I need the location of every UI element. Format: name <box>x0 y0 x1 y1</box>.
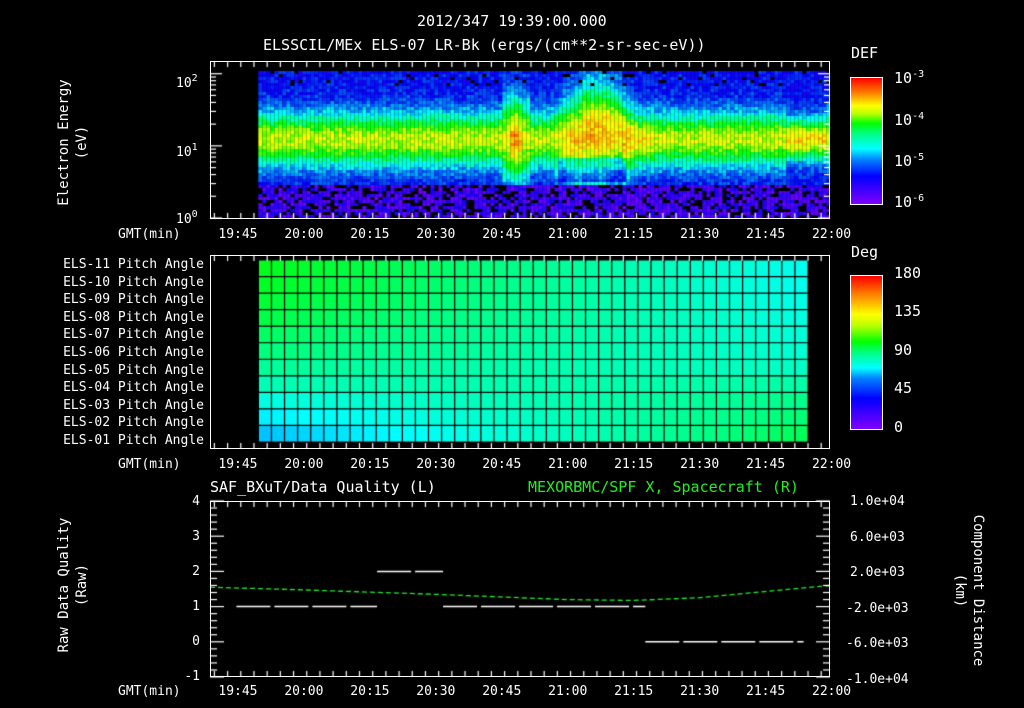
pitch-angle-row-label: ELS-04 Pitch Angle <box>63 380 204 396</box>
time-tick-label: 20:00 <box>284 457 324 472</box>
ytick-1e0: 100 <box>176 209 198 227</box>
time-tick-label: 21:30 <box>680 684 720 699</box>
cbar2-tick-180: 180 <box>894 264 922 282</box>
time-tick-label: 22:00 <box>812 227 852 242</box>
ylabel-left-line1: Raw Data Quality <box>56 517 72 653</box>
cbar2-tick-135: 135 <box>894 302 922 320</box>
deg-colorbar <box>850 275 883 430</box>
panel3-right-title: MEXORBMC/SPF X, Spacecraft (R) <box>528 478 799 496</box>
time-tick-label: 21:15 <box>614 227 654 242</box>
ytick-1e1: 101 <box>176 142 198 160</box>
colorbar2-title: Deg <box>851 243 879 261</box>
ylabel-left-line2: (Raw) <box>73 563 90 607</box>
right-ytick-label: 2.0e+03 <box>850 565 905 580</box>
time-tick-label: 20:45 <box>482 684 522 699</box>
cbar1-tick-2: 10-5 <box>894 152 925 170</box>
left-ytick-label: 1 <box>192 599 200 614</box>
time-tick-label: 20:15 <box>350 684 390 699</box>
time-tick-label: 19:45 <box>218 457 258 472</box>
cbar1-tick-3: 10-6 <box>894 193 925 211</box>
time-tick-label: 19:45 <box>218 227 258 242</box>
time-tick-label: 20:45 <box>482 227 522 242</box>
time-tick-label: 21:30 <box>680 457 720 472</box>
pitch-angle-row-label: ELS-05 Pitch Angle <box>63 362 204 378</box>
cbar1-tick-0: 10-3 <box>894 69 925 87</box>
time-tick-label: 20:30 <box>416 684 456 699</box>
cbar2-tick-0: 0 <box>894 418 904 436</box>
right-ytick-label: -6.0e+03 <box>846 636 909 651</box>
left-ytick-label: 3 <box>192 529 200 544</box>
left-ytick-label: 4 <box>192 494 200 509</box>
right-ytick-label: -1.0e+04 <box>846 671 909 687</box>
pitch-angle-row-label: ELS-06 Pitch Angle <box>63 345 204 360</box>
time-tick-label: 19:45 <box>218 684 258 699</box>
panel3-ticks <box>200 494 840 684</box>
pitch-angle-row-label: ELS-10 Pitch Angle <box>63 274 204 290</box>
ytick-1e2: 102 <box>176 73 198 91</box>
right-ytick-label: -2.0e+03 <box>846 600 909 616</box>
time-tick-label: 20:30 <box>416 457 456 472</box>
pitch-angle-row-label: ELS-03 Pitch Angle <box>63 397 204 413</box>
cbar2-tick-90: 90 <box>894 341 913 359</box>
time-tick-label: 20:00 <box>284 227 324 242</box>
time-tick-label: 21:00 <box>548 684 588 699</box>
time-axis-label-3: GMT(min) <box>118 684 181 699</box>
time-tick-label: 20:30 <box>416 227 456 242</box>
time-tick-label: 20:15 <box>350 227 390 242</box>
time-tick-label: 20:15 <box>350 457 390 472</box>
time-tick-label: 22:00 <box>812 684 852 699</box>
cbar2-tick-45: 45 <box>894 379 913 397</box>
right-ytick-label: 6.0e+03 <box>850 529 905 545</box>
left-ytick-label: -1 <box>184 669 200 684</box>
cbar1-tick-1: 10-4 <box>894 111 925 129</box>
time-tick-label: 21:00 <box>548 227 588 242</box>
panel2-ticks <box>200 248 840 458</box>
ylabel-line1: Electron Energy <box>56 79 72 206</box>
pitch-angle-row-label: ELS-09 Pitch Angle <box>63 292 204 308</box>
pitch-angle-row-label: ELS-01 Pitch Angle <box>63 433 204 448</box>
right-ytick-label: 1.0e+04 <box>850 494 905 509</box>
plot-title: ELSSCIL/MEx ELS-07 LR-Bk (ergs/(cm**2-sr… <box>263 36 706 54</box>
panel1-ticks <box>200 55 840 225</box>
ylabel-right-line1: Component Distance <box>970 514 986 667</box>
pitch-angle-row-label: ELS-02 Pitch Angle <box>63 415 204 431</box>
pitch-angle-row-label: ELS-08 Pitch Angle <box>63 309 204 325</box>
time-axis-label-2: GMT(min) <box>118 457 181 472</box>
time-tick-label: 20:00 <box>284 684 324 699</box>
pitch-angle-row-label: ELS-11 Pitch Angle <box>63 257 204 272</box>
time-tick-label: 21:00 <box>548 457 588 472</box>
panel3-ylabel-right: Component Distance (km) <box>951 503 987 678</box>
left-ytick-label: 2 <box>192 564 200 579</box>
ylabel-line2: (eV) <box>73 125 90 160</box>
left-ytick-label: 0 <box>192 634 200 649</box>
pitch-angle-row-label: ELS-07 Pitch Angle <box>63 327 204 343</box>
panel3-left-title: SAF_BXuT/Data Quality (L) <box>210 478 436 496</box>
def-colorbar <box>850 77 883 205</box>
time-tick-label: 21:45 <box>746 684 786 699</box>
colorbar1-title: DEF <box>851 44 879 62</box>
panel3-ylabel-left: Raw Data Quality (Raw) <box>56 505 91 665</box>
time-tick-label: 21:15 <box>614 684 654 699</box>
time-tick-label: 21:45 <box>746 227 786 242</box>
time-tick-label: 21:15 <box>614 457 654 472</box>
time-axis-label-1: GMT(min) <box>118 227 181 242</box>
timestamp: 2012/347 19:39:00.000 <box>417 12 607 30</box>
panel1-ylabel: Electron Energy (eV) <box>56 75 91 210</box>
time-tick-label: 20:45 <box>482 457 522 472</box>
time-tick-label: 22:00 <box>812 457 852 472</box>
time-tick-label: 21:45 <box>746 457 786 472</box>
time-tick-label: 21:30 <box>680 227 720 242</box>
ylabel-right-line2: (km) <box>952 573 969 608</box>
